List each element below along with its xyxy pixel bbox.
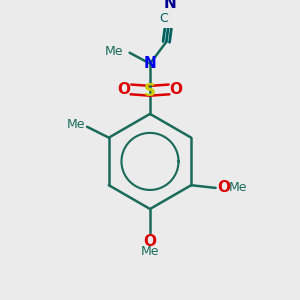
Text: C: C (159, 12, 168, 25)
Text: Me: Me (141, 245, 159, 258)
Text: N: N (144, 56, 156, 71)
Text: O: O (217, 180, 230, 195)
Text: O: O (169, 82, 182, 97)
Text: S: S (144, 82, 156, 100)
Text: O: O (143, 234, 157, 249)
Text: Me: Me (105, 45, 124, 58)
Text: O: O (118, 82, 131, 97)
Text: N: N (164, 0, 177, 11)
Text: Me: Me (229, 182, 248, 194)
Text: Me: Me (67, 118, 86, 130)
